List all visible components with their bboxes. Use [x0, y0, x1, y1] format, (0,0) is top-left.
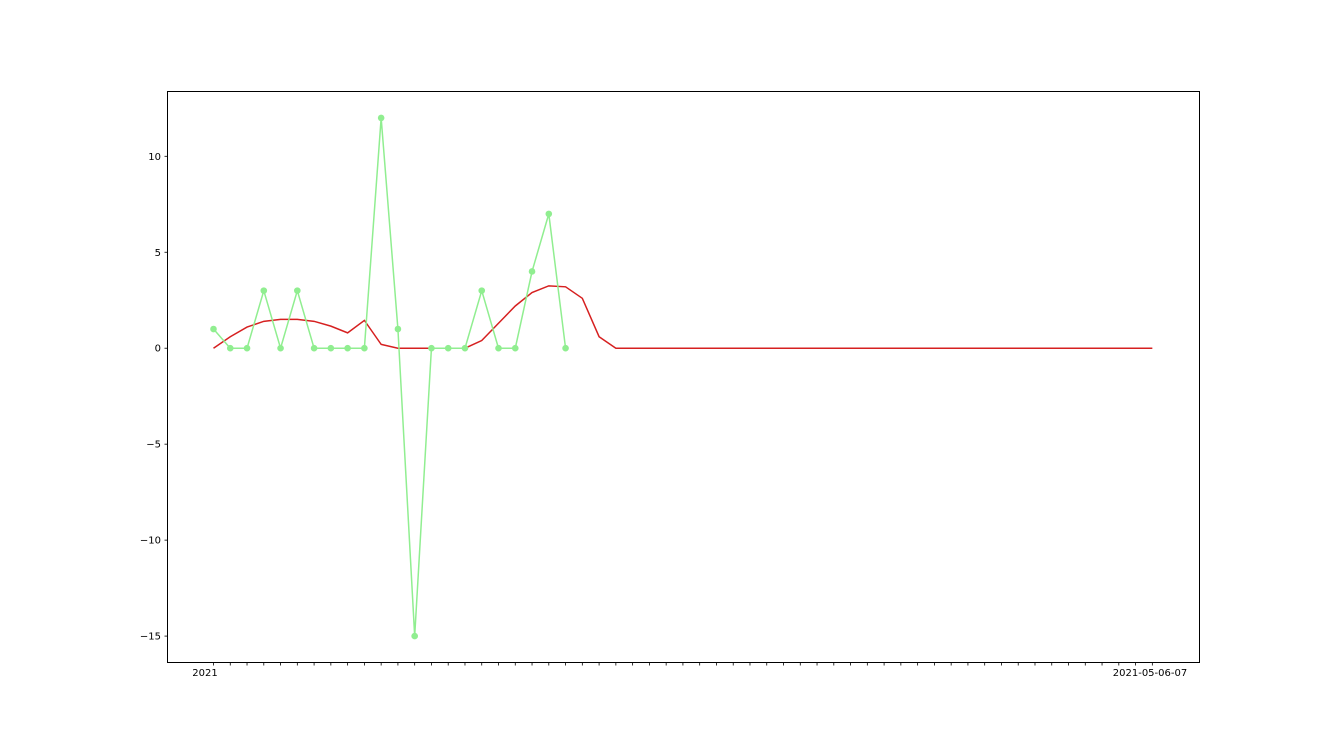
series-point [528, 268, 536, 275]
series-point [327, 344, 335, 352]
x-tick-label-last: 2021-05-06-07 [1113, 668, 1187, 679]
series-point [495, 344, 502, 352]
series-point [545, 210, 553, 218]
series-point [226, 344, 234, 352]
series-point [361, 344, 368, 352]
series-point [243, 344, 251, 352]
series-point [210, 325, 217, 333]
plot-area [210, 114, 1153, 640]
y-axis: −15 −10 −5 0 5 10 [140, 152, 168, 643]
y-tick-label: −10 [140, 536, 161, 547]
series-point [377, 114, 385, 122]
series-point [444, 344, 452, 352]
series-point [310, 344, 318, 352]
series-point [478, 287, 486, 294]
series-point [260, 287, 268, 294]
y-tick-label: 0 [155, 344, 161, 355]
x-tick-label-first: 2021 [192, 668, 217, 679]
series-point [461, 344, 469, 352]
y-tick-label: 10 [148, 152, 161, 163]
series-point [394, 325, 402, 333]
y-tick-label: −15 [140, 632, 161, 643]
series-point [344, 344, 351, 352]
y-tick-label: 5 [155, 248, 161, 259]
series-point [294, 287, 301, 294]
series-point [511, 344, 519, 352]
series-point [411, 632, 418, 640]
series-line-values [212, 117, 567, 637]
series-point [277, 344, 284, 352]
y-tick-label: −5 [146, 440, 161, 451]
series-point [562, 344, 569, 352]
plot-frame [167, 91, 1200, 663]
x-axis: 2021 2021-05-06-07 [192, 662, 1187, 679]
series-line-trend [213, 285, 1153, 349]
series-point [428, 344, 435, 352]
